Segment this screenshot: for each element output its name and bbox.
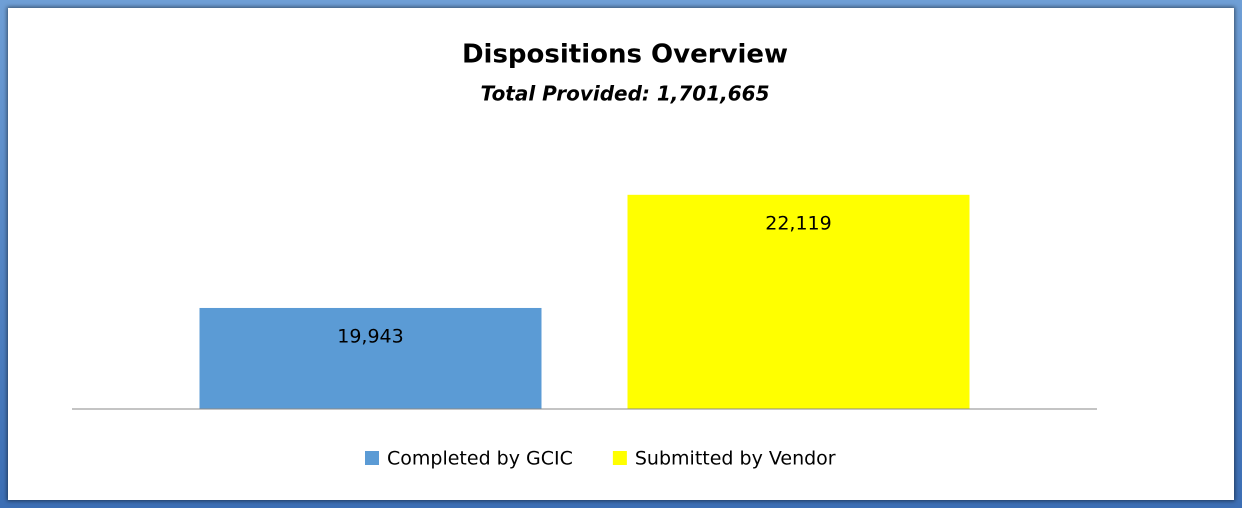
bar (199, 307, 542, 409)
bar (627, 194, 970, 409)
legend-swatch (612, 451, 627, 465)
data-label: 22,119 (765, 212, 831, 234)
chart-frame (8, 8, 1234, 500)
legend-label: Submitted by Vendor (635, 448, 836, 470)
chart-subtitle: Total Provided: 1,701,665 (481, 82, 770, 106)
legend-swatch (365, 451, 379, 465)
chart-title: Dispositions Overview (462, 40, 788, 70)
data-label: 19,943 (337, 325, 403, 347)
legend-label: Completed by GCIC (387, 448, 573, 470)
